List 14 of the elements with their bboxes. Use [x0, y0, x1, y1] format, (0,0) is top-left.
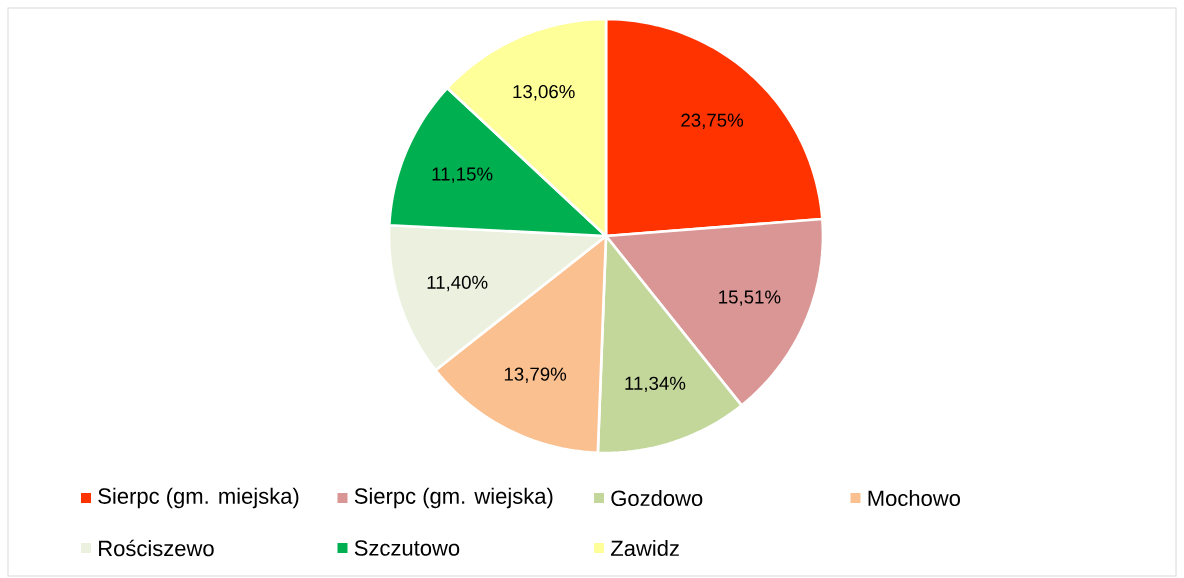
data-label: 23,75%: [681, 113, 744, 129]
data-label: 15,51%: [719, 290, 781, 306]
data-label: 11,15%: [432, 167, 493, 183]
legend-label: Rościszewo: [99, 539, 214, 557]
data-label: 11,34%: [625, 376, 686, 393]
legend-label: Szczutowo: [354, 540, 460, 556]
legend-label: Sierpc (gm. miejska): [98, 487, 299, 509]
data-label: 13,79%: [504, 367, 567, 383]
legend-label: Sierpc (gm. wiejska): [354, 487, 553, 509]
data-label: 11,40%: [427, 275, 488, 292]
legend-label: Zawidz: [610, 539, 679, 557]
legend-label: Gozdowo: [611, 489, 703, 507]
data-label: 13,06%: [513, 85, 575, 101]
legend-label: Mochowo: [868, 489, 961, 507]
